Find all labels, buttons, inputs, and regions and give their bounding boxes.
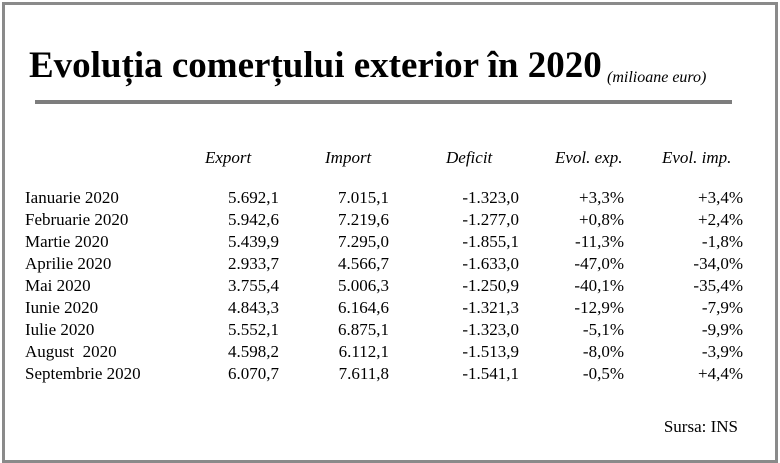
- month-cell: Februarie 2020: [25, 210, 129, 229]
- source-note: Sursa: INS: [663, 417, 738, 436]
- import-cell: 5.006,3: [338, 276, 389, 295]
- column-header-export: Export: [205, 148, 252, 167]
- deficit-cell: -1.633,0: [462, 254, 519, 273]
- column-header-deficit: Deficit: [446, 148, 493, 167]
- export-cell: 2.933,7: [228, 254, 279, 273]
- evol-exp-cell: -40,1%: [574, 276, 624, 295]
- evol-imp-cell: -35,4%: [693, 276, 743, 295]
- month-cell: Martie 2020: [25, 232, 109, 251]
- month-cell: August 2020: [25, 342, 117, 361]
- export-cell: 6.070,7: [228, 364, 279, 383]
- import-cell: 7.295,0: [338, 232, 389, 251]
- evol-imp-cell: -34,0%: [693, 254, 743, 273]
- import-cell: 7.611,8: [338, 364, 389, 383]
- evol-imp-cell: +2,4%: [698, 210, 743, 229]
- month-cell: Iunie 2020: [25, 298, 99, 317]
- import-cell: 7.015,1: [338, 188, 389, 207]
- export-cell: 5.692,1: [228, 188, 279, 207]
- column-header-import: Import: [325, 148, 372, 167]
- evol-exp-cell: -11,3%: [575, 232, 624, 251]
- deficit-cell: -1.277,0: [462, 210, 519, 229]
- column-header-evol-imp: Evol. imp.: [662, 148, 732, 167]
- export-cell: 4.598,2: [228, 342, 279, 361]
- evol-imp-cell: -1,8%: [701, 232, 743, 251]
- month-cell: Iulie 2020: [25, 320, 95, 339]
- month-cell: Mai 2020: [25, 276, 91, 295]
- evol-imp-cell: -9,9%: [701, 320, 743, 339]
- import-cell: 6.875,1: [338, 320, 389, 339]
- evol-exp-cell: -12,9%: [574, 298, 624, 317]
- evol-exp-cell: +3,3%: [579, 188, 624, 207]
- evol-imp-cell: -3,9%: [701, 342, 743, 361]
- export-cell: 5.942,6: [228, 210, 279, 229]
- import-cell: 6.112,1: [338, 342, 389, 361]
- deficit-cell: -1.323,0: [462, 188, 519, 207]
- title-divider: [35, 100, 732, 104]
- import-cell: 6.164,6: [338, 298, 389, 317]
- export-cell: 5.439,9: [228, 232, 279, 251]
- page-title: Evoluția comerțului exterior în 2020: [29, 45, 602, 86]
- evol-exp-cell: -8,0%: [582, 342, 624, 361]
- export-cell: 4.843,3: [228, 298, 279, 317]
- units-subtitle: (milioane euro): [607, 69, 707, 86]
- import-cell: 7.219,6: [338, 210, 389, 229]
- deficit-cell: -1.541,1: [462, 364, 519, 383]
- deficit-cell: -1.323,0: [462, 320, 519, 339]
- evol-exp-cell: -47,0%: [574, 254, 624, 273]
- deficit-cell: -1.321,3: [462, 298, 519, 317]
- month-cell: Aprilie 2020: [25, 254, 112, 273]
- evol-exp-cell: -5,1%: [582, 320, 624, 339]
- deficit-cell: -1.855,1: [462, 232, 519, 251]
- deficit-cell: -1.250,9: [462, 276, 519, 295]
- evol-imp-cell: +3,4%: [698, 188, 743, 207]
- column-header-evol-exp: Evol. exp.: [555, 148, 623, 167]
- month-cell: Septembrie 2020: [25, 364, 141, 383]
- evol-imp-cell: -7,9%: [701, 298, 743, 317]
- deficit-cell: -1.513,9: [462, 342, 519, 361]
- export-cell: 5.552,1: [228, 320, 279, 339]
- evol-imp-cell: +4,4%: [698, 364, 743, 383]
- export-cell: 3.755,4: [228, 276, 279, 295]
- month-cell: Ianuarie 2020: [25, 188, 119, 207]
- import-cell: 4.566,7: [338, 254, 389, 273]
- evol-exp-cell: +0,8%: [579, 210, 624, 229]
- evol-exp-cell: -0,5%: [582, 364, 624, 383]
